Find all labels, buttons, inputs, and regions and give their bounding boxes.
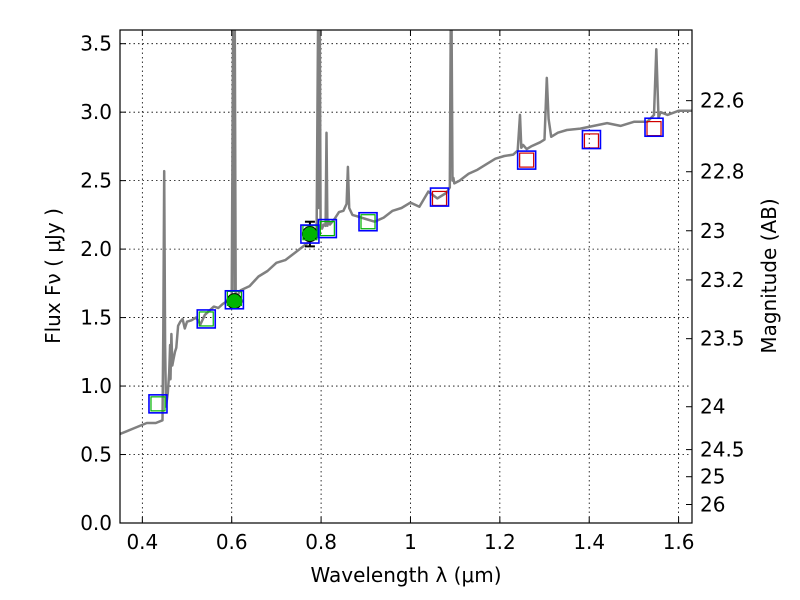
y2-tick-label: 22.6 — [700, 89, 745, 113]
x-tick-label: 1.6 — [663, 530, 695, 554]
photometry-square-marker — [581, 129, 602, 150]
photometry-square-marker — [519, 152, 535, 168]
photometry-square-marker — [516, 150, 537, 170]
photometry-square-marker — [150, 396, 166, 412]
y-tick-label: 0.0 — [80, 511, 112, 535]
photometry-square-marker — [429, 187, 450, 207]
y-tick-label: 2.0 — [80, 237, 112, 261]
plot-frame — [119, 29, 693, 524]
y2-tick-label: 23.5 — [700, 327, 745, 351]
photometry-square-marker — [196, 309, 217, 329]
data-layer — [120, 30, 692, 436]
photometry-square-marker — [583, 133, 600, 149]
y2-tick-label: 26 — [700, 493, 725, 517]
x-tick-label: 1 — [404, 530, 417, 554]
photometry-square-marker — [644, 117, 664, 138]
y2-tick-label: 24 — [700, 395, 725, 419]
tick-layer: 0.4 0.6 0.8 1 1.2 1.4 1.6 0.0 0.5 1.0 1.5 2.0 2.5 3.0… — [80, 30, 745, 554]
photometry-square-marker — [148, 394, 168, 414]
x-tick-label: 0.8 — [305, 530, 337, 554]
y-tick-label: 0.5 — [80, 443, 112, 467]
y-tick-label: 1.0 — [80, 374, 112, 398]
y2-tick-label: 23 — [700, 219, 725, 243]
photometry-square-marker — [319, 220, 335, 237]
y-tick-label: 1.5 — [80, 306, 112, 330]
y2-tick-label: 22.8 — [700, 160, 745, 184]
marker-layer — [148, 117, 664, 414]
observed-data-point — [226, 293, 243, 310]
y-tick-label: 2.5 — [80, 169, 112, 193]
grid-layer — [120, 30, 692, 524]
y2-tick-label: 24.5 — [700, 438, 745, 462]
y2-tick-label: 23.2 — [700, 268, 745, 292]
photometry-square-marker — [358, 211, 378, 232]
y-tick-label: 3.0 — [80, 100, 112, 124]
y2-tick-label: 25 — [700, 465, 725, 489]
y2-axis-title: Magnitude (AB) — [757, 198, 781, 353]
x-tick-label: 0.4 — [126, 530, 158, 554]
x-tick-label: 1.4 — [573, 530, 605, 554]
photometry-square-marker — [224, 289, 245, 310]
x-tick-label: 0.6 — [216, 530, 248, 554]
photometry-square-marker — [646, 120, 662, 137]
y-tick-label: 3.5 — [80, 32, 112, 56]
photometry-square-marker — [317, 218, 338, 239]
photometry-square-marker — [198, 311, 214, 327]
y-axis-title: Flux Fν ( μJy ) — [41, 208, 65, 344]
spectrum-line — [120, 30, 692, 436]
x-axis-title: Wavelength λ (μm) — [310, 563, 501, 587]
photometry-square-marker — [360, 214, 376, 230]
x-tick-label: 1.2 — [484, 530, 516, 554]
